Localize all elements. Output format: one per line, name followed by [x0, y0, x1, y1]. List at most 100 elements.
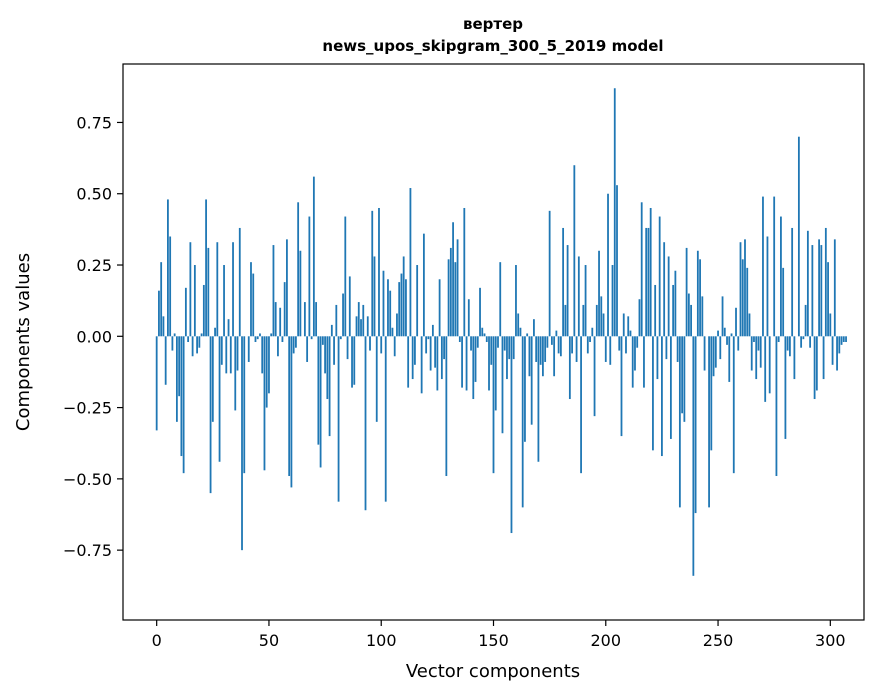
bar	[355, 316, 358, 337]
bar	[678, 336, 681, 508]
bar	[833, 239, 836, 337]
bar	[690, 304, 692, 337]
bar	[414, 336, 416, 365]
bar	[169, 236, 172, 337]
bar	[618, 336, 621, 351]
bar	[616, 185, 618, 337]
bar	[167, 199, 169, 337]
bar	[261, 336, 264, 374]
bar	[546, 336, 549, 348]
bar	[474, 336, 477, 382]
bar	[371, 210, 374, 337]
bar	[173, 333, 176, 337]
bar	[353, 336, 356, 385]
y-tick-label: 0.00	[76, 327, 112, 346]
bar	[180, 336, 183, 457]
bar	[254, 336, 257, 342]
bar	[274, 302, 277, 337]
bar	[429, 336, 432, 371]
bar	[488, 336, 490, 391]
bar	[312, 176, 315, 337]
bar	[699, 259, 701, 337]
bar	[241, 336, 243, 551]
bar	[701, 296, 704, 337]
bar	[764, 336, 767, 402]
bar	[571, 336, 573, 354]
bar	[815, 336, 818, 391]
bar	[299, 250, 302, 337]
y-axis-ticks: −0.75 −0.50 −0.25 0.00 0.25 0.50 0.75	[63, 113, 123, 560]
bar	[155, 336, 158, 431]
bar	[658, 216, 661, 337]
x-tick-label: 300	[815, 631, 846, 650]
bar	[842, 336, 845, 342]
bar	[696, 250, 699, 337]
x-axis-ticks: 0 50 100 150 200 250 300	[152, 620, 846, 650]
bar	[330, 324, 333, 337]
x-tick-label: 0	[152, 631, 162, 650]
bar	[362, 304, 365, 337]
bar	[524, 336, 526, 442]
bar	[753, 336, 755, 342]
bar	[573, 165, 576, 337]
bar	[741, 259, 744, 337]
bar	[777, 336, 780, 342]
bar	[308, 216, 311, 337]
bar	[458, 336, 461, 342]
bar	[631, 336, 634, 388]
bar	[643, 336, 645, 388]
bar	[225, 336, 228, 374]
bar	[553, 336, 556, 377]
bar	[786, 336, 789, 351]
bar	[405, 279, 407, 337]
bar	[485, 336, 488, 342]
bar	[470, 336, 472, 351]
bar	[454, 262, 457, 337]
bar	[746, 267, 749, 337]
y-tick-label: 0.50	[76, 185, 112, 204]
bar	[279, 307, 282, 337]
bar	[676, 336, 679, 362]
bar	[178, 336, 181, 397]
bar	[744, 239, 746, 337]
bar	[196, 336, 198, 354]
bar	[645, 227, 648, 337]
bar	[494, 336, 497, 411]
bar	[310, 336, 313, 340]
bar	[461, 336, 463, 388]
bar	[339, 336, 342, 340]
bar	[784, 336, 787, 439]
bar	[759, 336, 762, 368]
bar	[416, 265, 419, 337]
bar	[537, 336, 540, 462]
bar	[171, 336, 174, 351]
x-tick-label: 250	[703, 631, 734, 650]
bar	[627, 316, 630, 337]
bar	[463, 207, 466, 337]
bar	[703, 336, 706, 371]
bar	[189, 242, 192, 337]
bar	[813, 336, 816, 400]
bar	[721, 296, 724, 337]
bar	[831, 336, 834, 365]
bar	[685, 247, 688, 337]
bar	[625, 336, 627, 354]
bar	[654, 284, 657, 337]
bar	[351, 336, 353, 388]
bar	[268, 336, 270, 394]
bar	[452, 222, 454, 337]
bar	[348, 276, 351, 337]
bar	[602, 313, 605, 337]
bar	[243, 336, 246, 474]
bar	[476, 336, 479, 348]
bar	[252, 273, 255, 337]
bar	[184, 287, 187, 337]
bar	[595, 304, 598, 337]
bar	[714, 336, 717, 368]
bar	[288, 336, 291, 477]
bar	[193, 265, 196, 337]
y-tick-label: −0.25	[63, 399, 112, 418]
bar	[465, 336, 468, 391]
bar	[822, 336, 825, 380]
bar	[782, 267, 785, 337]
